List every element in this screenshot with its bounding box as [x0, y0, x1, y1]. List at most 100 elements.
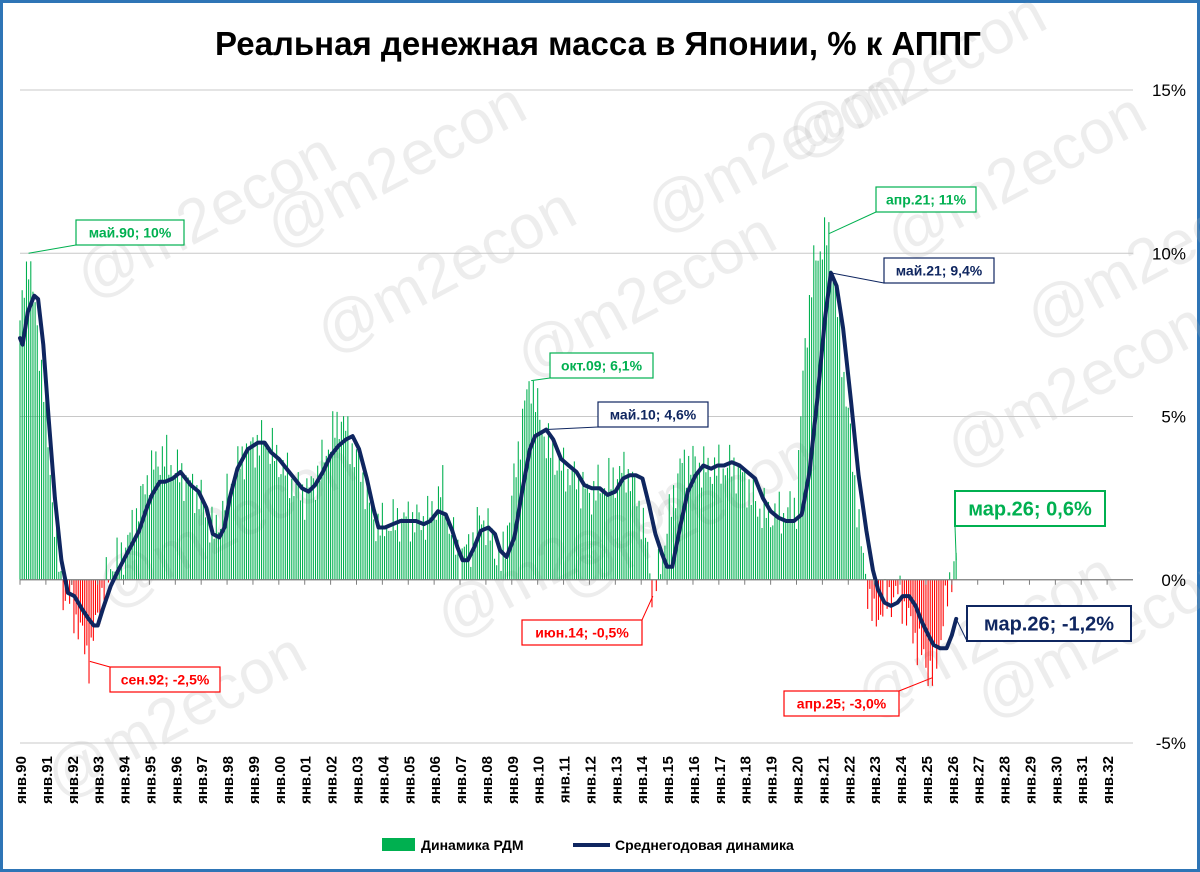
- bar-325: [720, 483, 722, 580]
- bar-10: [41, 359, 43, 580]
- bar-93: [220, 528, 222, 580]
- bar-293: [651, 579, 653, 608]
- bar-271: [604, 488, 606, 580]
- bar-402: [886, 579, 888, 609]
- x-tick-label-8: янв.98: [220, 756, 237, 804]
- y-tick-label-3: 0%: [1161, 571, 1186, 590]
- bar-412: [908, 579, 910, 608]
- x-tick-label-12: янв.02: [324, 756, 341, 804]
- bar-201: [453, 517, 455, 580]
- bar-215: [483, 520, 485, 580]
- bar-334: [739, 468, 741, 580]
- bar-48: [123, 574, 125, 580]
- bar-75: [181, 463, 183, 580]
- bar-345: [763, 487, 765, 580]
- x-tick-label-15: янв.05: [401, 756, 418, 804]
- bar-371: [819, 251, 821, 580]
- bar-103: [241, 446, 243, 580]
- bar-197: [444, 515, 446, 580]
- annotation-5: апр.21; 11%: [828, 186, 977, 235]
- bar-155: [353, 467, 355, 580]
- bar-264: [588, 492, 590, 580]
- bar-18: [58, 571, 60, 580]
- bar-365: [806, 347, 808, 580]
- annotation-label-0: май.90; 10%: [89, 225, 172, 241]
- annotation-leader-2: [531, 377, 551, 382]
- bar-59: [146, 475, 148, 580]
- bar-71: [172, 475, 174, 580]
- bar-243: [543, 436, 545, 580]
- bar-275: [612, 467, 614, 580]
- bar-346: [765, 517, 767, 580]
- bar-202: [455, 554, 457, 580]
- bar-133: [306, 478, 308, 580]
- bar-56: [140, 485, 142, 580]
- x-tick-label-10: янв.00: [272, 756, 289, 804]
- bar-137: [314, 499, 317, 580]
- x-tick-label-21: янв.11: [557, 756, 574, 803]
- bar-228: [511, 495, 513, 580]
- bar-213: [478, 515, 480, 580]
- bar-31: [86, 579, 88, 646]
- bar-219: [491, 528, 493, 580]
- bar-107: [250, 441, 252, 580]
- bar-73: [176, 449, 178, 580]
- bar-269: [599, 493, 601, 580]
- annotation-leader-3: [546, 426, 599, 431]
- bar-33: [90, 579, 92, 638]
- bar-428: [942, 579, 944, 627]
- bar-382: [843, 371, 845, 580]
- bar-149: [340, 421, 342, 580]
- bar-96: [226, 473, 228, 580]
- bar-383: [845, 406, 847, 580]
- bar-326: [722, 468, 724, 580]
- bar-318: [705, 472, 707, 580]
- annotation-label-3: май.10; 4,6%: [610, 407, 697, 423]
- bar-156: [355, 449, 358, 580]
- annotation-8: мар.26; 0,6%: [954, 490, 1106, 561]
- x-tick-label-16: янв.06: [427, 756, 444, 804]
- bar-17: [56, 520, 58, 580]
- x-tick-label-6: янв.96: [168, 756, 185, 804]
- bar-84: [200, 479, 202, 580]
- bar-178: [403, 512, 405, 580]
- bar-38: [101, 579, 103, 588]
- bar-118: [273, 461, 276, 580]
- bar-162: [368, 502, 370, 580]
- bar-252: [563, 447, 565, 580]
- bar-249: [556, 470, 558, 580]
- bar-15: [51, 502, 53, 580]
- bar-316: [701, 487, 703, 580]
- bar-417: [918, 579, 920, 629]
- x-tick-label-41: янв.31: [1074, 756, 1091, 804]
- bar-83: [198, 509, 200, 580]
- bar-200: [450, 535, 452, 580]
- bar-131: [302, 484, 304, 580]
- bar-173: [392, 499, 394, 580]
- bar-262: [584, 488, 586, 580]
- bar-374: [826, 245, 828, 580]
- bar-20: [62, 579, 64, 611]
- bar-381: [841, 377, 843, 580]
- bar-76: [183, 500, 185, 580]
- annotation-label-5: апр.21; 11%: [886, 192, 967, 208]
- bar-290: [644, 537, 647, 580]
- x-tick-label-7: янв.97: [194, 756, 211, 804]
- x-tick-label-33: янв.23: [867, 756, 884, 804]
- bar-5: [30, 261, 32, 580]
- bar-167: [379, 535, 381, 580]
- bar-74: [179, 482, 181, 580]
- bar-356: [787, 507, 789, 580]
- bar-2: [23, 297, 25, 580]
- bar-66: [161, 446, 163, 580]
- bar-69: [168, 474, 170, 580]
- bar-411: [905, 579, 908, 626]
- bar-222: [498, 549, 500, 580]
- bar-354: [783, 513, 785, 580]
- bar-141: [323, 462, 325, 580]
- bar-99: [233, 489, 235, 580]
- bar-404: [890, 579, 892, 618]
- bar-191: [431, 501, 433, 580]
- bar-41: [107, 579, 109, 583]
